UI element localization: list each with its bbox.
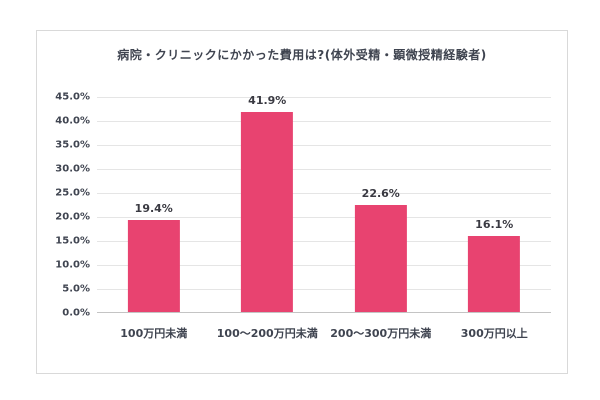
bar-slot: 19.4% xyxy=(97,97,211,313)
bar-value-label: 19.4% xyxy=(134,201,173,215)
gridline xyxy=(97,121,551,122)
gridline xyxy=(97,193,551,194)
x-axis-labels: 100万円未満 100〜200万円未満 200〜300万円未満 300万円以上 xyxy=(97,325,551,341)
x-axis-category-label: 100〜200万円未満 xyxy=(216,327,318,340)
gridline xyxy=(97,97,551,98)
bar-slots: 19.4% 41.9% 22.6% 16.1% xyxy=(97,93,552,313)
bar-value-label: 22.6% xyxy=(361,186,400,200)
gridline xyxy=(97,145,551,146)
x-axis-category-label: 100万円未満 xyxy=(120,327,188,340)
bar-slot: 22.6% xyxy=(324,97,438,313)
y-axis-tick-label: 20.0% xyxy=(55,211,90,223)
y-axis-tick-label: 35.0% xyxy=(55,139,90,151)
bar-value-label: 16.1% xyxy=(475,217,514,231)
y-axis-tick-label: 25.0% xyxy=(55,187,90,199)
bar-slot: 41.9% xyxy=(211,93,325,313)
gridline xyxy=(97,240,551,242)
bar xyxy=(468,235,521,313)
y-axis-tick-label: 30.0% xyxy=(55,163,90,175)
bar xyxy=(127,219,180,313)
y-axis-tick-label: 10.0% xyxy=(55,259,90,271)
bar xyxy=(241,111,294,313)
gridline xyxy=(97,265,551,266)
chart-title: 病院・クリニックにかかった費用は?(体外受精・顕微授精経験者) xyxy=(117,48,487,62)
x-axis-category-label: 200〜300万円未満 xyxy=(330,327,432,340)
bar-slot: 16.1% xyxy=(438,97,552,313)
gridline xyxy=(97,168,551,170)
plot-area: 19.4% 41.9% 22.6% 16.1% 0.0% 5.0% 10.0% 15.0% 2… xyxy=(55,92,552,319)
x-axis-category-label: 300万円以上 xyxy=(460,327,528,340)
chart-panel: 病院・クリニックにかかった費用は?(体外受精・顕微授精経験者) 19.4% 41.… xyxy=(36,30,568,374)
gridline xyxy=(97,217,551,218)
y-axis-tick-label: 0.0% xyxy=(62,307,90,319)
y-axis-tick-label: 45.0% xyxy=(55,91,90,103)
y-axis-tick-label: 40.0% xyxy=(55,115,90,127)
bar-value-label: 41.9% xyxy=(248,93,287,107)
bar xyxy=(354,204,407,313)
y-axis-tick-label: 5.0% xyxy=(62,283,90,295)
gridline xyxy=(97,289,551,290)
y-axis-tick-label: 15.0% xyxy=(55,235,90,247)
x-axis-line xyxy=(97,312,551,313)
